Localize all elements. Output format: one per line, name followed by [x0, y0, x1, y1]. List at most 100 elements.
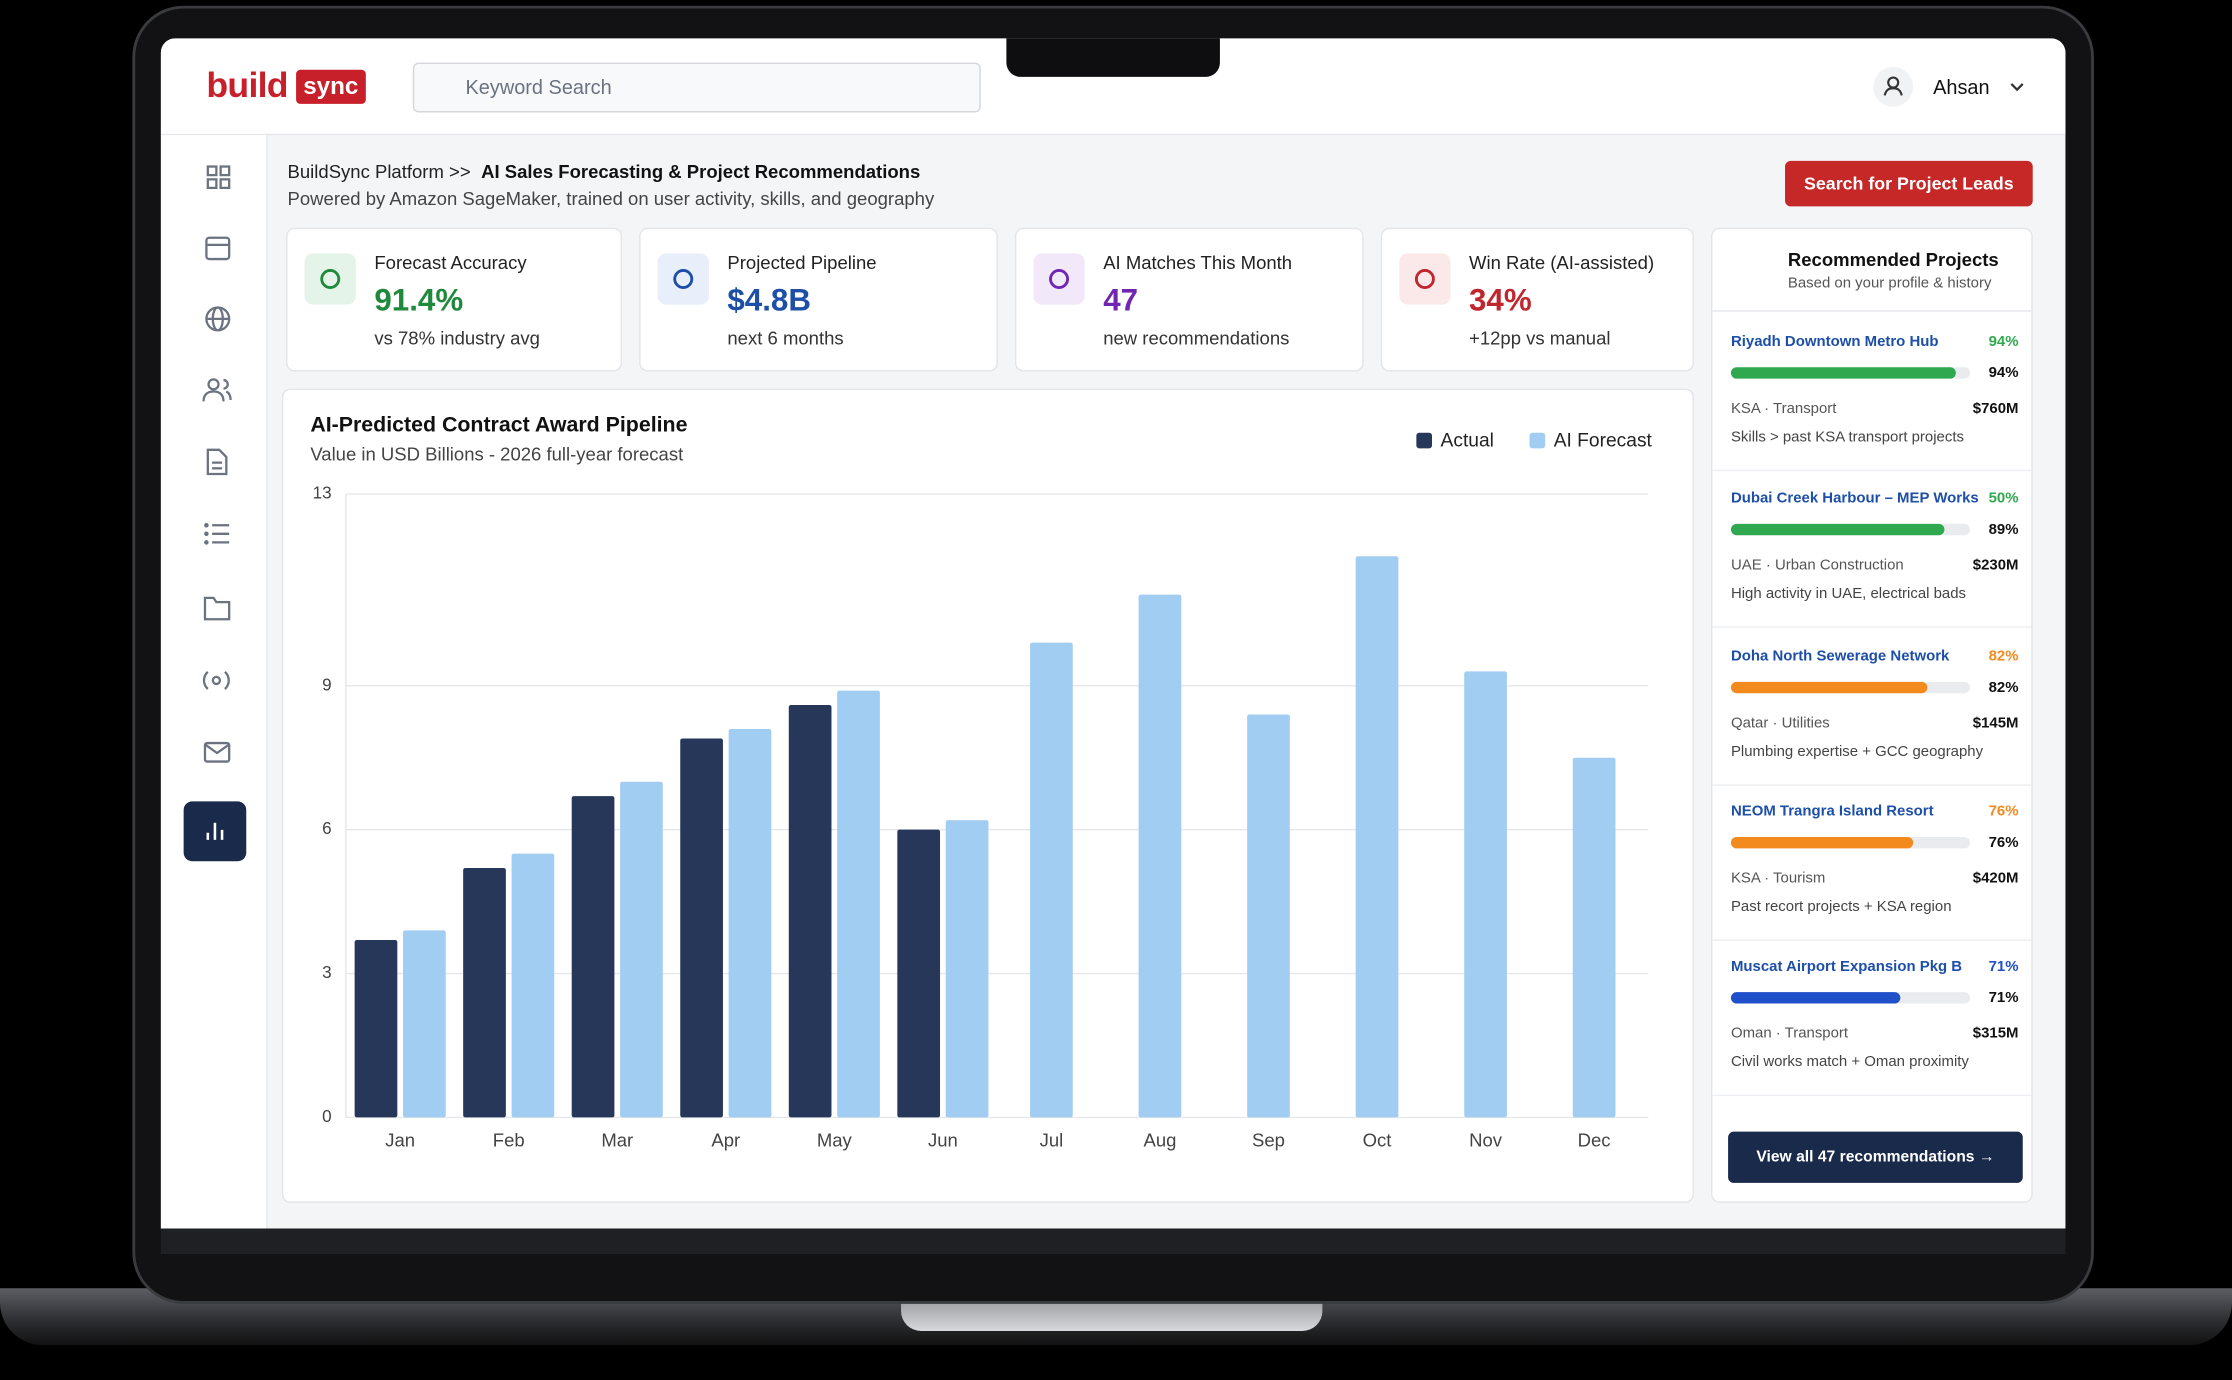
- x-tick-label: Oct: [1363, 1130, 1392, 1151]
- nav-dashboard[interactable]: [206, 165, 231, 190]
- kpi-note: next 6 months: [727, 327, 844, 349]
- user-icon: [1883, 76, 1903, 96]
- x-tick-label: Dec: [1578, 1130, 1611, 1151]
- divider: [1712, 469, 2032, 472]
- search-placeholder: Keyword Search: [465, 75, 612, 99]
- x-tick-label: Jun: [928, 1130, 958, 1151]
- score-bar: [1730, 367, 1956, 379]
- kpi-label: Win Rate (AI-assisted): [1469, 251, 1655, 274]
- divider: [1712, 626, 2032, 628]
- bar: [1464, 671, 1507, 1118]
- user-name[interactable]: Ahsan: [1933, 75, 1990, 99]
- nav-broadcast[interactable]: [202, 671, 230, 690]
- kpi-value: $4.8B: [727, 281, 811, 318]
- kpi-value: 34%: [1469, 281, 1532, 318]
- score-label: 76%: [1988, 834, 2019, 852]
- bar: [620, 781, 663, 1118]
- divider: [1712, 1094, 2032, 1097]
- camera-notch: [1006, 38, 1220, 77]
- score-bar: [1730, 836, 1913, 849]
- nav-people[interactable]: [202, 378, 232, 402]
- project-match: 71%: [1988, 957, 2019, 976]
- logo-primary: build: [206, 65, 288, 106]
- project-reason: High activity in UAE, electrical bads: [1730, 585, 1967, 603]
- nav-mail[interactable]: [203, 741, 231, 763]
- search-box[interactable]: [412, 62, 981, 113]
- bar: [403, 930, 446, 1118]
- x-tick-label: Apr: [711, 1130, 740, 1151]
- project-name[interactable]: Muscat Airport Expansion Pkg B: [1730, 957, 1963, 976]
- score-label: 82%: [1988, 678, 2019, 697]
- project-reason: Skills > past KSA transport projects: [1730, 428, 1964, 446]
- legend-swatch: [1416, 432, 1433, 449]
- kpi-label: Projected Pipeline: [727, 251, 877, 274]
- project-region: UAE · Urban Construction: [1730, 556, 1904, 574]
- recommend-subtitle: Based on your profile & history: [1787, 274, 1992, 292]
- y-tick-label: 3: [322, 963, 332, 982]
- user-chevron[interactable]: [2010, 83, 2024, 92]
- screen-bottom: [160, 1228, 2066, 1255]
- sidebar-icons: [202, 165, 232, 763]
- project-name[interactable]: Riyadh Downtown Metro Hub: [1730, 333, 1939, 351]
- project-region: Oman · Transport: [1730, 1024, 1849, 1042]
- project-name[interactable]: Dubai Creek Harbour – MEP Works: [1730, 489, 1979, 507]
- nav-folder[interactable]: [203, 596, 231, 621]
- legend-label: AI Forecast: [1554, 430, 1653, 451]
- project-value: $230M: [1972, 556, 2019, 574]
- x-tick-label: May: [817, 1130, 853, 1151]
- view-all-button[interactable]: View all 47 recommendations →: [1728, 1131, 2023, 1183]
- x-tick-label: Jan: [385, 1130, 415, 1151]
- project-region: KSA · Transport: [1730, 399, 1837, 418]
- page-subtitle: Powered by Amazon SageMaker, trained on …: [287, 187, 935, 210]
- bar: [945, 820, 989, 1118]
- kpi-note: vs 78% industry avg: [374, 327, 540, 349]
- x-tick-label: Feb: [493, 1130, 525, 1151]
- score-label: 94%: [1988, 364, 2019, 382]
- bar: [728, 728, 772, 1118]
- divider: [1712, 784, 2032, 786]
- project-value: $420M: [1972, 869, 2019, 887]
- bar: [354, 939, 398, 1118]
- bar: [680, 738, 723, 1118]
- laptop-notch: [901, 1299, 1323, 1331]
- recommend-title: Recommended Projects: [1787, 249, 1999, 271]
- project-name[interactable]: Doha North Sewerage Network: [1730, 647, 1950, 665]
- project-match: 82%: [1988, 647, 2019, 665]
- y-tick-label: 13: [313, 483, 332, 502]
- project-reason: Plumbing expertise + GCC geography: [1730, 743, 1984, 761]
- bar: [837, 690, 880, 1118]
- x-tick-label: Nov: [1469, 1130, 1503, 1151]
- nav-list[interactable]: [204, 522, 230, 545]
- score-label: 71%: [1988, 989, 2019, 1007]
- nav-documents[interactable]: [206, 448, 228, 476]
- legend-swatch: [1529, 432, 1546, 449]
- project-match: 76%: [1988, 802, 2019, 820]
- kpi-icon-dot: [1414, 269, 1435, 289]
- kpi-label: Forecast Accuracy: [374, 251, 527, 274]
- y-tick-label: 9: [322, 675, 332, 694]
- kpi-note: new recommendations: [1103, 327, 1290, 349]
- bar: [571, 796, 615, 1118]
- bar: [463, 868, 506, 1118]
- project-reason: Past recort projects + KSA region: [1730, 898, 1952, 916]
- bar: [1247, 714, 1290, 1118]
- project-value: $145M: [1972, 714, 2019, 732]
- bar: [1355, 556, 1399, 1118]
- x-tick-label: Sep: [1252, 1130, 1285, 1151]
- nav-calendar[interactable]: [205, 236, 231, 261]
- breadcrumb-root: BuildSync Platform >>: [287, 160, 471, 183]
- nav-globe[interactable]: [205, 306, 231, 332]
- score-bar: [1730, 523, 1944, 536]
- action-button[interactable]: Search for Project Leads: [1785, 160, 2033, 207]
- project-value: $760M: [1972, 399, 2019, 418]
- divider: [1712, 939, 2032, 941]
- bar: [897, 829, 941, 1118]
- project-name[interactable]: NEOM Trangra Island Resort: [1730, 802, 1934, 820]
- kpi-icon-dot: [673, 269, 694, 289]
- kpi-card: [286, 227, 623, 372]
- kpi-note: +12pp vs manual: [1469, 327, 1611, 349]
- project-match: 50%: [1988, 489, 2019, 507]
